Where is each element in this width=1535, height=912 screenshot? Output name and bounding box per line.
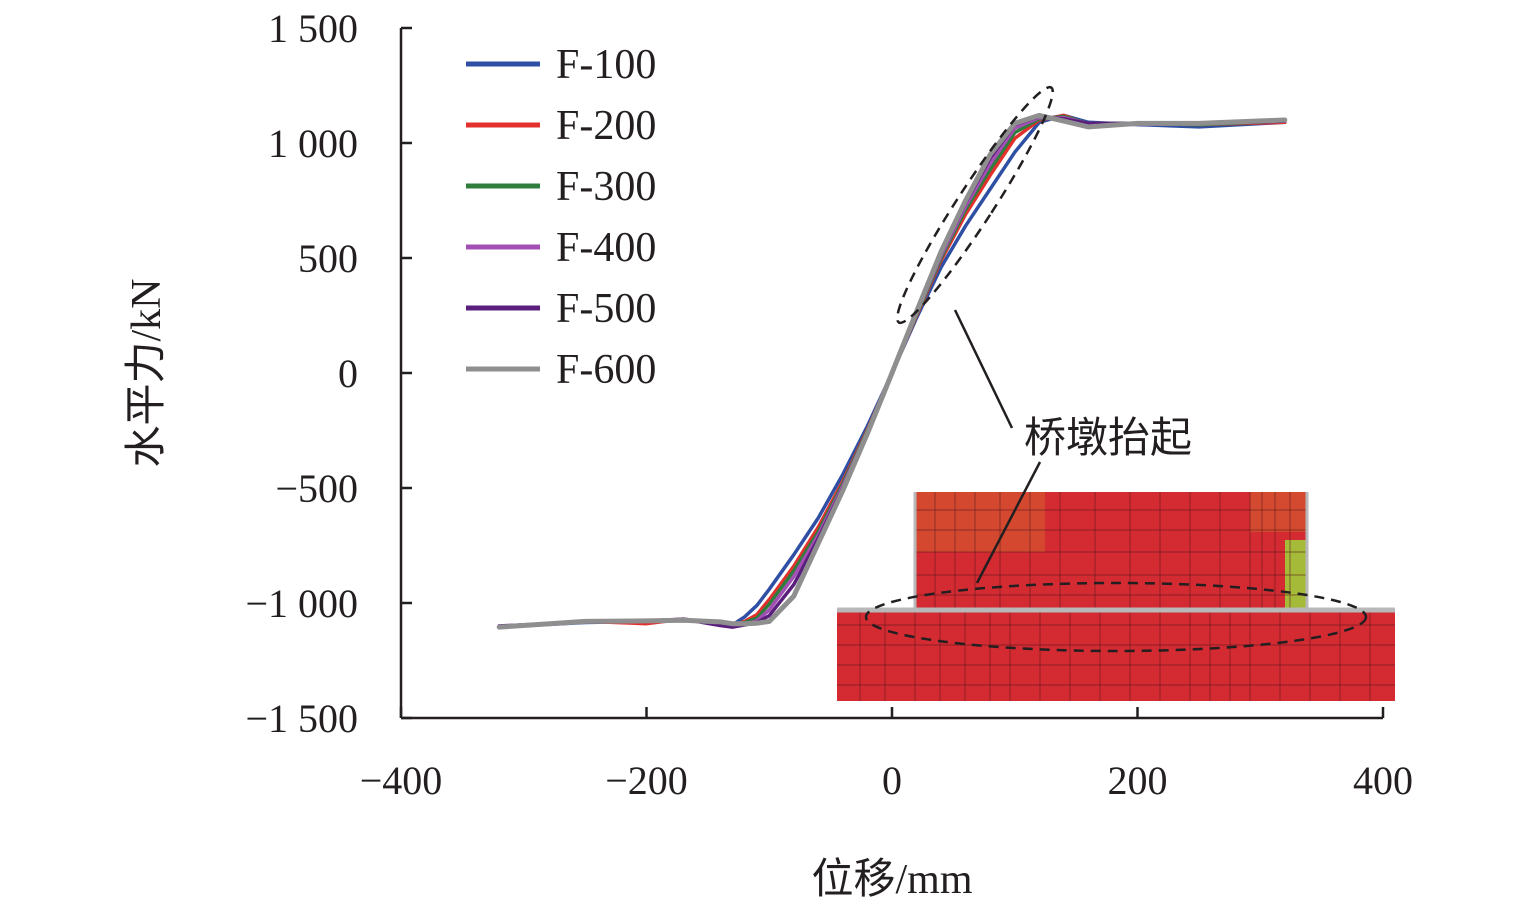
- y-tick-label: −1 500: [245, 696, 358, 741]
- y-axis-title: 水平力/kN: [124, 278, 170, 467]
- legend-label-f-400: F-400: [556, 225, 656, 271]
- x-axis-title: 位移/mm: [811, 856, 972, 903]
- x-tick-label: 400: [1353, 758, 1413, 803]
- x-ticks: −400 −200 0 200 400: [360, 707, 1413, 803]
- pier-lift-inset-image: [837, 492, 1395, 701]
- legend: F-100 F-200 F-300 F-400 F-500 F-600: [466, 42, 656, 393]
- inset-pier-top: [915, 492, 1307, 610]
- inset-pier-base: [837, 611, 1395, 701]
- y-tick-label: 1 500: [268, 6, 358, 51]
- annotation-marks: [864, 85, 1368, 653]
- legend-label-f-600: F-600: [556, 347, 656, 393]
- legend-label-f-100: F-100: [556, 42, 656, 88]
- legend-label-f-300: F-300: [556, 164, 656, 210]
- x-tick-label: −400: [360, 758, 443, 803]
- series-lines: [496, 112, 1288, 630]
- y-tick-label: 1 000: [268, 121, 358, 166]
- x-tick-label: 200: [1108, 758, 1168, 803]
- y-tick-label: −1 000: [245, 581, 358, 626]
- annotation-label: 桥墩抬起: [1024, 416, 1192, 462]
- y-tick-label: −500: [275, 466, 358, 511]
- y-ticks: 1 500 1 000 500 0 −500 −1 000 −1 500: [245, 6, 412, 741]
- x-tick-label: −200: [605, 758, 688, 803]
- annotation-ellipse-curve: [896, 85, 1054, 325]
- y-tick-label: 500: [298, 236, 358, 281]
- legend-label-f-200: F-200: [556, 103, 656, 149]
- series-line-f-600: [496, 112, 1288, 630]
- annotation-leader-lower: [975, 461, 1042, 584]
- x-tick-label: 0: [882, 758, 902, 803]
- legend-label-f-500: F-500: [556, 286, 656, 332]
- y-tick-label: 0: [338, 351, 358, 396]
- annotation-leader-upper: [953, 309, 1014, 429]
- annotation-ellipse-inset: [864, 581, 1368, 653]
